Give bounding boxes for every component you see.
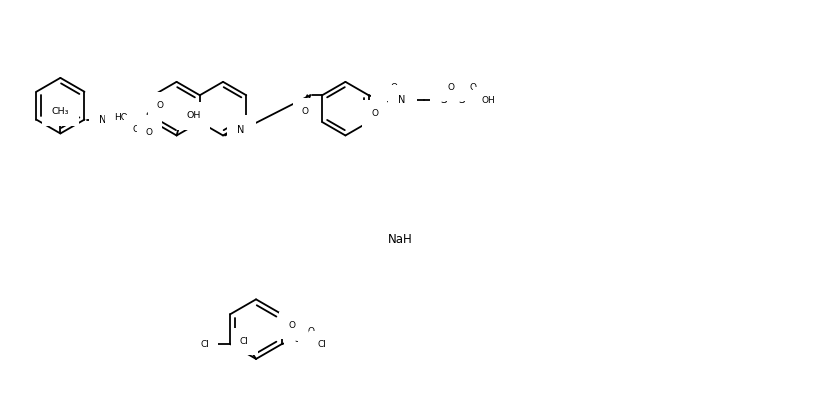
Text: CH₃: CH₃	[51, 107, 69, 116]
Text: N: N	[99, 115, 106, 125]
Text: O: O	[302, 107, 308, 116]
Text: S: S	[381, 95, 388, 105]
Text: S: S	[145, 112, 152, 122]
Text: S: S	[459, 95, 465, 105]
Text: O: O	[307, 327, 314, 336]
Text: OH: OH	[482, 96, 495, 105]
Text: NaH: NaH	[388, 233, 412, 246]
Text: O: O	[146, 129, 153, 138]
Text: S: S	[441, 95, 447, 105]
Text: H: H	[241, 123, 247, 132]
Text: N: N	[237, 125, 244, 134]
Text: N: N	[398, 95, 406, 105]
Text: O: O	[391, 83, 398, 92]
Text: S: S	[295, 334, 301, 344]
Text: O: O	[469, 83, 477, 92]
Text: Cl: Cl	[240, 337, 249, 346]
Text: O: O	[133, 125, 140, 133]
Text: Cl: Cl	[201, 339, 210, 348]
Text: H: H	[402, 94, 409, 103]
Text: N: N	[118, 115, 126, 125]
Text: Cl: Cl	[317, 339, 326, 348]
Text: O: O	[448, 83, 455, 92]
Text: OH: OH	[187, 111, 201, 120]
Text: O: O	[288, 321, 295, 330]
Text: O: O	[371, 109, 378, 118]
Text: HO: HO	[113, 113, 127, 122]
Text: O: O	[157, 101, 164, 109]
